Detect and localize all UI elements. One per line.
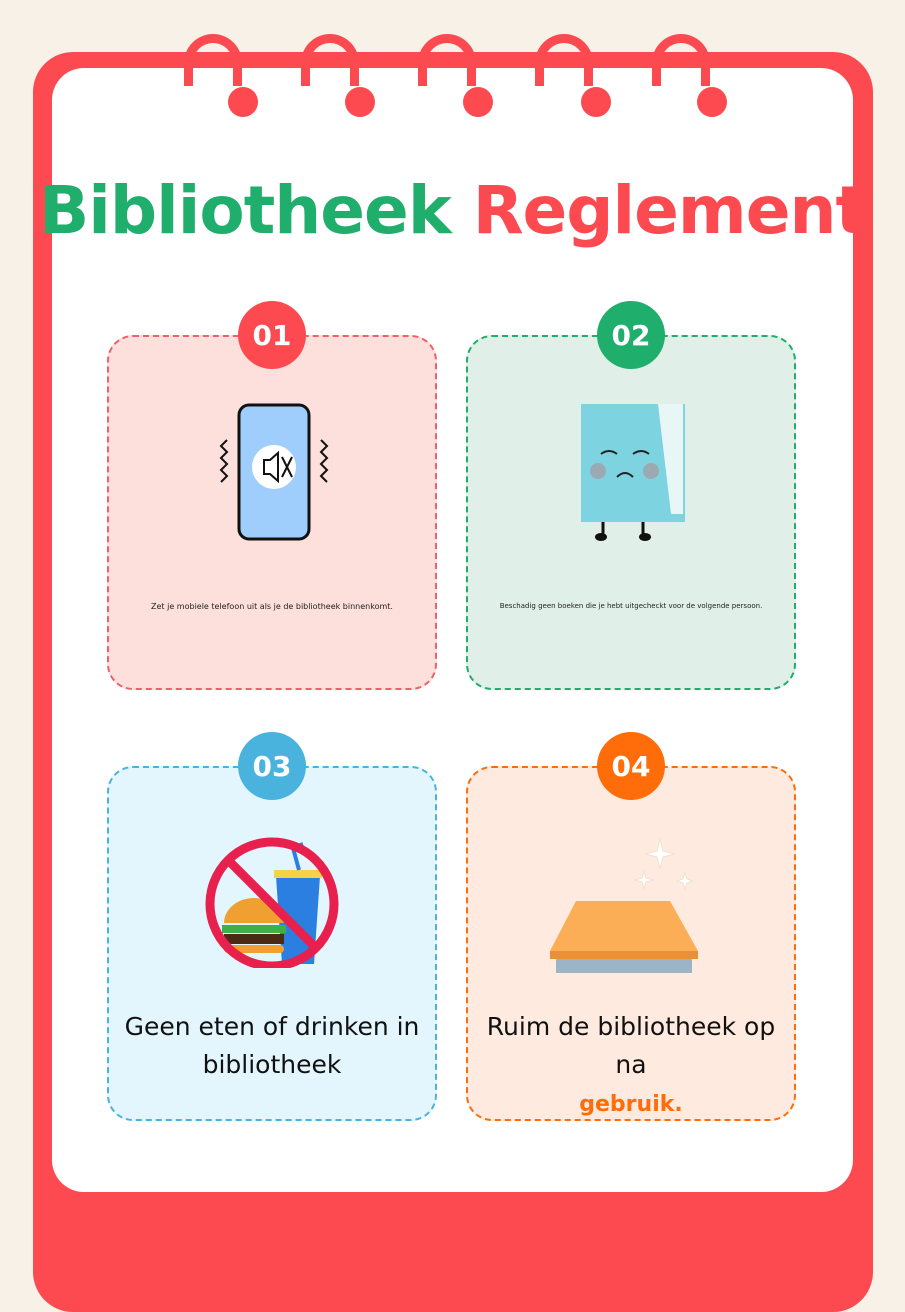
rule-number-badge: 04 xyxy=(597,732,665,800)
rule-card-3: Geen eten of drinken in bibliotheek xyxy=(107,766,437,1121)
rule-text: Zet je mobiele telefoon uit als je de bi… xyxy=(151,602,393,611)
silent-phone-icon xyxy=(219,403,329,541)
sad-book-icon xyxy=(581,404,685,541)
rule-text: Ruim de bibliotheek op na gebruik. xyxy=(468,1008,794,1124)
rule-text: Geen eten of drinken in bibliotheek xyxy=(124,1012,420,1079)
binder-ring xyxy=(418,34,476,86)
binder-hole xyxy=(697,87,727,117)
clean-table-icon xyxy=(550,838,698,973)
rule-card-2: Beschadig geen boeken die je hebt uitgec… xyxy=(466,335,796,690)
binder-hole xyxy=(228,87,258,117)
rule-text: Beschadig geen boeken die je hebt uitgec… xyxy=(499,602,763,610)
rule-number-badge: 03 xyxy=(238,732,306,800)
title-part-1: Bibliotheek xyxy=(39,172,452,249)
no-food-icon xyxy=(205,837,339,968)
rule-text-main: Ruim de bibliotheek op na xyxy=(486,1012,776,1079)
binder-ring xyxy=(652,34,710,86)
rule-card-1: Zet je mobiele telefoon uit als je de bi… xyxy=(107,335,437,690)
binder-ring xyxy=(301,34,359,86)
page-title: Bibliotheek Reglement xyxy=(0,172,905,249)
binder-hole xyxy=(345,87,375,117)
rule-number-badge: 01 xyxy=(238,301,306,369)
title-part-2: Reglement xyxy=(472,172,867,249)
binder-ring xyxy=(535,34,593,86)
binder-hole xyxy=(463,87,493,117)
rule-number-badge: 02 xyxy=(597,301,665,369)
binder-ring xyxy=(184,34,242,86)
rule-text-highlight: gebruik. xyxy=(579,1092,683,1117)
binder-hole xyxy=(581,87,611,117)
rule-card-4: Ruim de bibliotheek op na gebruik. xyxy=(466,766,796,1121)
